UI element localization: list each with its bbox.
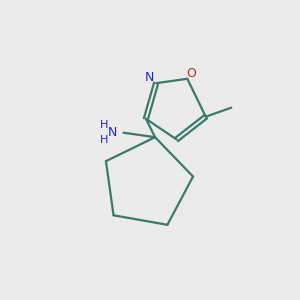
- Text: H: H: [100, 135, 108, 145]
- Text: N: N: [145, 71, 154, 84]
- Text: N: N: [107, 126, 117, 139]
- Text: O: O: [186, 67, 196, 80]
- Text: H: H: [100, 120, 108, 130]
